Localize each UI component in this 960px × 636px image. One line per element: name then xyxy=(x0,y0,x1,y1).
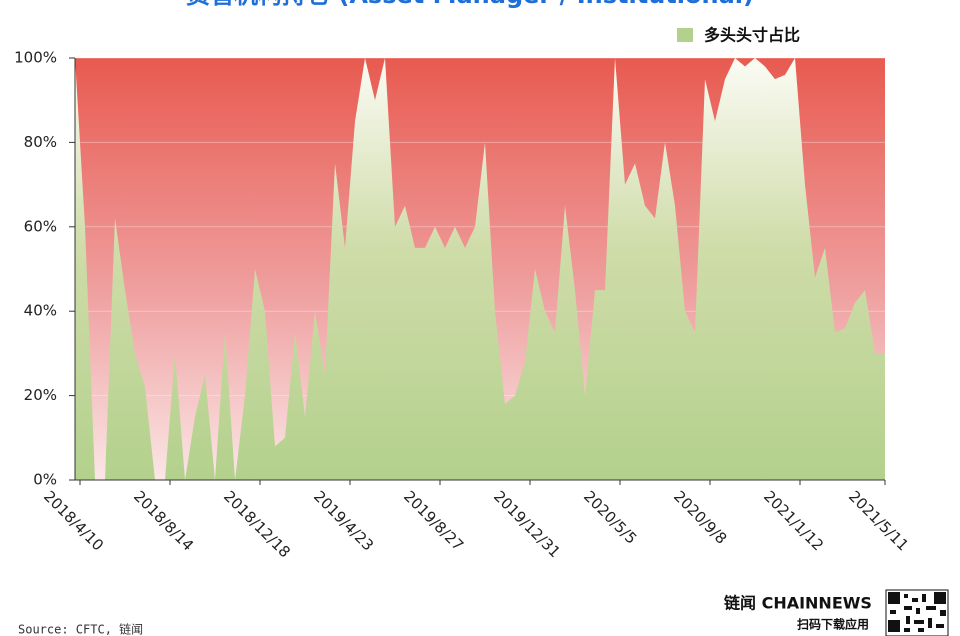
y-tick-label: 60% xyxy=(24,217,57,235)
x-tick-label: 2018/4/10 xyxy=(40,487,107,554)
y-tick-label: 100% xyxy=(14,49,57,67)
y-tick-label: 0% xyxy=(33,471,57,489)
legend-swatch xyxy=(677,28,693,42)
x-tick-label: 2019/4/23 xyxy=(310,487,377,554)
area xyxy=(75,58,885,480)
x-tick-label: 2018/8/14 xyxy=(130,487,197,554)
chart-title: 资管机构持仓 (Asset Manager / Institutional) xyxy=(186,0,754,9)
qr-code xyxy=(885,589,949,636)
y-tick-label: 40% xyxy=(24,302,57,320)
x-tick-label: 2020/5/5 xyxy=(580,487,640,547)
x-tick-label: 2021/5/11 xyxy=(845,487,912,554)
brand-name: 链闻 CHAINNEWS xyxy=(724,594,872,613)
x-tick-label: 2021/1/12 xyxy=(760,487,827,554)
y-tick-label: 20% xyxy=(24,386,57,404)
x-tick-label: 2019/12/31 xyxy=(490,487,564,561)
source-note: Source: CFTC, 链闻 xyxy=(18,622,143,636)
x-tick-label: 2019/8/27 xyxy=(400,487,467,554)
x-tick-label: 2018/12/18 xyxy=(220,487,294,561)
x-tick-label: 2020/9/8 xyxy=(670,487,730,547)
legend-label: 多头头寸占比 xyxy=(704,26,800,45)
y-tick-label: 80% xyxy=(24,133,57,151)
brand-slogan: 扫码下载应用 xyxy=(797,617,869,632)
